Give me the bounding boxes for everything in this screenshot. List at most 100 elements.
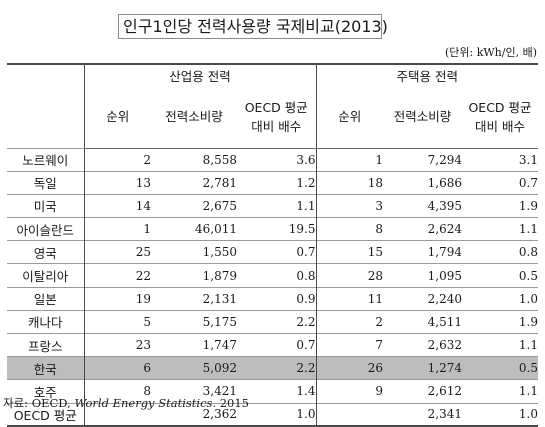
industrial-ratio-cell: 1.2 — [237, 170, 316, 195]
industrial-consumption-cell: 8,558 — [151, 147, 237, 172]
industrial-ratio-cell: 19.5 — [237, 217, 316, 241]
residential-ratio-cell: 1.9 — [462, 193, 539, 218]
industrial-ratio-cell: 0.8 — [237, 263, 316, 288]
industrial-rank-cell: 2 — [83, 147, 151, 172]
residential-rank-cell: 2 — [315, 309, 383, 334]
country-cell: 아이슬란드 — [7, 217, 84, 241]
table-row: 캐나다 5 5,175 2.2 2 4,511 1.9 — [7, 309, 539, 334]
residential-consumption-cell: 1,095 — [383, 263, 462, 288]
residential-ratio-cell: 1.9 — [462, 309, 539, 334]
table-row: 영국 25 1,550 0.7 15 1,794 0.8 — [7, 240, 539, 264]
residential-rank-cell: 1 — [315, 147, 383, 172]
residential-consumption-cell: 7,294 — [383, 147, 462, 172]
residential-ratio-cell: 0.8 — [462, 240, 539, 264]
group-header-residential: 주택용 전력 — [315, 63, 539, 86]
residential-ratio-cell: 0.5 — [462, 356, 539, 380]
table-row: 독일 13 2,781 1.2 18 1,686 0.7 — [7, 170, 539, 195]
residential-consumption-cell: 1,686 — [383, 170, 462, 195]
residential-rank-cell — [315, 402, 383, 427]
industrial-consumption-cell: 2,131 — [151, 286, 237, 311]
source-note: 자료: OECD, World Energy Statistics. 2015 — [3, 396, 249, 410]
residential-ratio-cell: 3.1 — [462, 147, 539, 172]
unit-note: (단위: kWh/인, 배) — [444, 46, 537, 59]
residential-ratio-cell: 0.5 — [462, 263, 539, 288]
industrial-ratio-cell: 3.6 — [237, 147, 316, 172]
residential-consumption-cell: 2,612 — [383, 379, 462, 404]
industrial-consumption-cell: 1,747 — [151, 332, 237, 357]
table-row: 한국 6 5,092 2.2 26 1,274 0.5 — [7, 356, 539, 380]
residential-consumption-cell: 2,632 — [383, 332, 462, 357]
residential-consumption-cell: 1,274 — [383, 356, 462, 380]
industrial-consumption-cell: 2,675 — [151, 193, 237, 218]
country-cell: 프랑스 — [7, 332, 84, 357]
industrial-consumption-cell: 46,011 — [151, 217, 237, 241]
industrial-rank-cell: 25 — [83, 240, 151, 264]
industrial-consumption-cell: 3,421 — [151, 379, 237, 404]
table-row: 프랑스 23 1,747 0.7 7 2,632 1.1 — [7, 332, 539, 357]
industrial-ratio-cell: 0.7 — [237, 240, 316, 264]
industrial-consumption-cell: 5,092 — [151, 356, 237, 380]
residential-consumption-cell: 4,511 — [383, 309, 462, 334]
residential-rank-cell: 8 — [315, 217, 383, 241]
residential-ratio-cell: 0.7 — [462, 170, 539, 195]
group-header-industrial: 산업용 전력 — [83, 63, 316, 86]
residential-ratio-cell: 1.1 — [462, 332, 539, 357]
industrial-rank-cell: 5 — [83, 309, 151, 334]
table-row: 이탈리아 22 1,879 0.8 28 1,095 0.5 — [7, 263, 539, 288]
country-cell: 독일 — [7, 170, 84, 195]
table-row: 일본 19 2,131 0.9 11 2,240 1.0 — [7, 286, 539, 311]
industrial-rank-cell: 6 — [83, 356, 151, 380]
residential-rank-cell: 28 — [315, 263, 383, 288]
industrial-ratio-cell: 0.9 — [237, 286, 316, 311]
residential-rank-cell: 11 — [315, 286, 383, 311]
industrial-consumption-cell: 1,879 — [151, 263, 237, 288]
industrial-rank-cell: 19 — [83, 286, 151, 311]
industrial-rank-cell: 8 — [83, 379, 151, 404]
residential-rank-cell: 3 — [315, 193, 383, 218]
table-title: 인구1인당 전력사용량 국제비교(2013) — [118, 14, 388, 39]
residential-rank-cell: 15 — [315, 240, 383, 264]
comparison-table: 산업용 전력 주택용 전력 순위 전력소비량 OECD 평균 대비 배수 순위 전… — [7, 63, 539, 427]
country-cell: 한국 — [7, 356, 84, 380]
header-rank-residential: 순위 — [315, 86, 383, 149]
residential-ratio-cell: 1.1 — [462, 217, 539, 241]
residential-ratio-cell: 1.0 — [462, 286, 539, 311]
country-cell: 일본 — [7, 286, 84, 311]
table-row: 노르웨이 2 8,558 3.6 1 7,294 3.1 — [7, 147, 539, 172]
country-cell: 캐나다 — [7, 309, 84, 334]
industrial-consumption-cell: 2,781 — [151, 170, 237, 195]
residential-consumption-cell: 4,395 — [383, 193, 462, 218]
header-consumption-industrial: 전력소비량 — [151, 86, 237, 149]
country-cell: 노르웨이 — [7, 147, 84, 172]
industrial-ratio-cell: 0.7 — [237, 332, 316, 357]
country-header-cell — [7, 63, 84, 148]
country-cell: 영국 — [7, 240, 84, 264]
country-cell: 이탈리아 — [7, 263, 84, 288]
table-row: 아이슬란드 1 46,011 19.5 8 2,624 1.1 — [7, 217, 539, 241]
header-rank-industrial: 순위 — [83, 86, 151, 149]
country-cell: 미국 — [7, 193, 84, 218]
industrial-rank-cell: 1 — [83, 217, 151, 241]
industrial-rank-cell: 22 — [83, 263, 151, 288]
residential-consumption-cell: 2,624 — [383, 217, 462, 241]
header-consumption-residential: 전력소비량 — [383, 86, 462, 149]
industrial-ratio-cell: 1.4 — [237, 379, 316, 404]
industrial-consumption-cell: 1,550 — [151, 240, 237, 264]
residential-consumption-cell: 2,341 — [383, 402, 462, 427]
industrial-rank-cell: 23 — [83, 332, 151, 357]
residential-rank-cell: 9 — [315, 379, 383, 404]
industrial-ratio-cell: 2.2 — [237, 309, 316, 334]
industrial-ratio-cell: 2.2 — [237, 356, 316, 380]
header-oecd-ratio-industrial: OECD 평균 대비 배수 — [237, 86, 316, 149]
industrial-consumption-cell: 5,175 — [151, 309, 237, 334]
residential-ratio-cell: 1.1 — [462, 379, 539, 404]
header-oecd-ratio-residential: OECD 평균 대비 배수 — [462, 86, 539, 149]
residential-ratio-cell: 1.0 — [462, 402, 539, 427]
residential-rank-cell: 18 — [315, 170, 383, 195]
industrial-ratio-cell: 1.1 — [237, 193, 316, 218]
country-cell: 호주 — [7, 379, 84, 404]
residential-consumption-cell: 1,794 — [383, 240, 462, 264]
table-row: 미국 14 2,675 1.1 3 4,395 1.9 — [7, 193, 539, 218]
industrial-rank-cell: 14 — [83, 193, 151, 218]
residential-rank-cell: 7 — [315, 332, 383, 357]
